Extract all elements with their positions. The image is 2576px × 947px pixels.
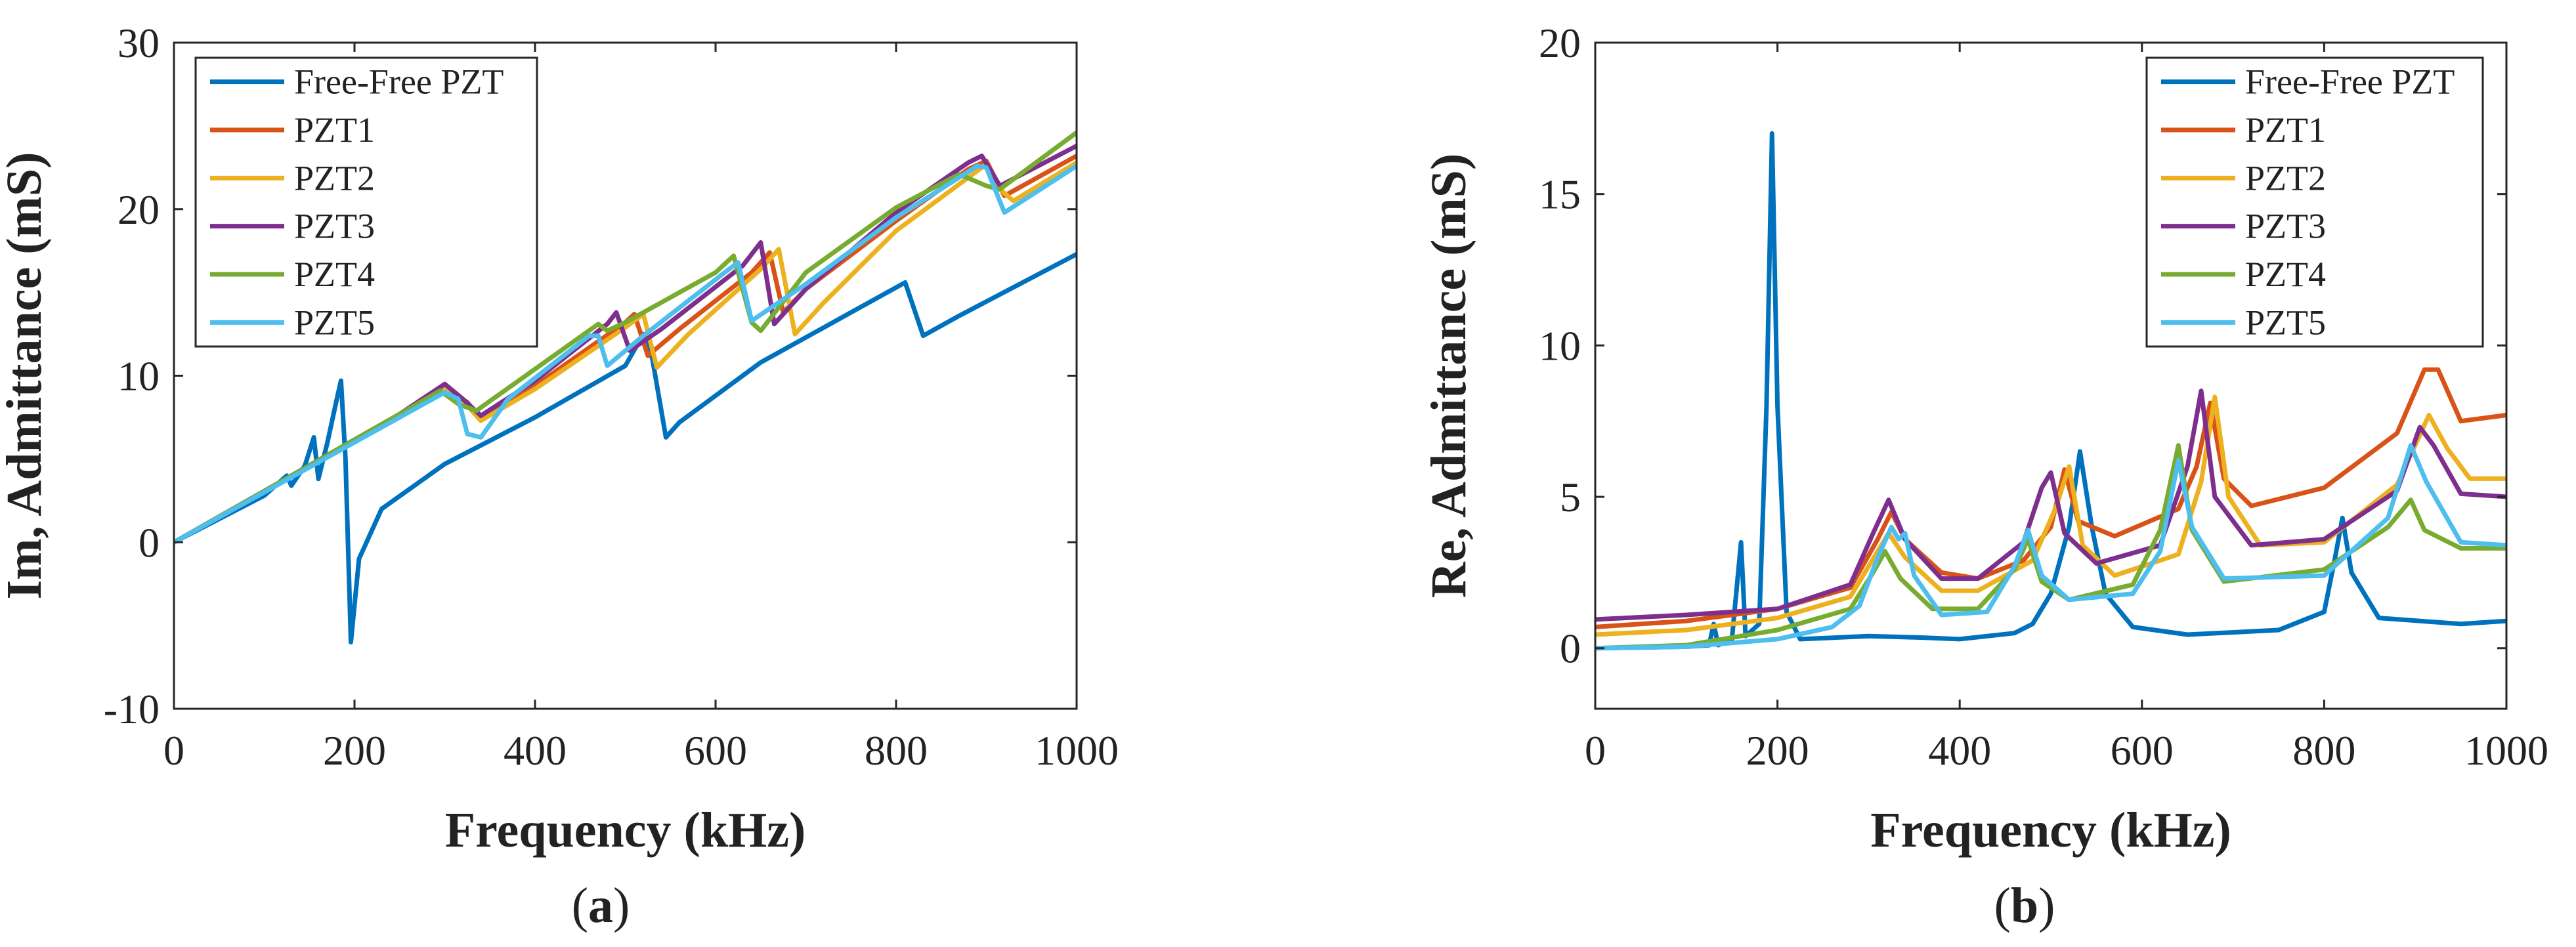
chart-b-x-tick-label: 600 <box>2111 727 2174 774</box>
chart-b-series-group <box>1595 131 2506 651</box>
chart-b-x-tick-label: 0 <box>1585 727 1606 774</box>
panel-label-b-open: ( <box>1994 878 2011 933</box>
chart-b-series-line-5 <box>1595 443 2506 651</box>
chart-a-y-tick-label: 30 <box>118 20 160 66</box>
chart-a-y-tick-label: -10 <box>104 686 160 732</box>
chart-a-y-tick-label: 0 <box>139 519 160 566</box>
chart-b-y-axis-label: Re, Admittance (mS) <box>1421 154 1476 599</box>
chart-a-legend-label-4: PZT4 <box>294 255 375 294</box>
chart-a-legend-label-2: PZT2 <box>294 158 375 198</box>
chart-b-x-tick-label: 400 <box>1928 727 1991 774</box>
chart-b-legend: Free-Free PZT PZT1 PZT2 PZT3 PZT4 PZT5 <box>2145 56 2484 348</box>
chart-b-legend-label-5: PZT5 <box>2245 303 2326 342</box>
chart-b-x-tick-label: 200 <box>1746 727 1809 774</box>
chart-b-y-tick-label: 0 <box>1560 625 1581 672</box>
chart-a-x-tick-label: 600 <box>684 727 747 774</box>
chart-a-legend-label-1: PZT1 <box>294 110 375 150</box>
panel-label-a: (a) <box>572 878 630 933</box>
chart-a-x-tick-label: 0 <box>163 727 184 774</box>
panel-label-b: (b) <box>1994 878 2055 933</box>
chart-b-series-line-0 <box>1595 131 2506 651</box>
chart-b-y-tick-label: 15 <box>1539 171 1581 218</box>
chart-a-x-tick-label: 200 <box>323 727 386 774</box>
chart-a-x-tick-label: 800 <box>865 727 928 774</box>
chart-b-x-tick-label: 800 <box>2292 727 2355 774</box>
chart-a-series-line-0 <box>174 252 1077 644</box>
chart-b-axes-box <box>1594 41 2508 710</box>
chart-a-legend-label-0: Free-Free PZT <box>294 62 504 102</box>
chart-a-x-axis-label: Frequency (kHz) <box>445 803 806 858</box>
panel-label-a-open: ( <box>572 878 588 933</box>
chart-b-y-tick-label: 20 <box>1539 20 1581 66</box>
chart-a-legend-label-5: PZT5 <box>294 303 375 342</box>
chart-b-legend-label-1: PZT1 <box>2245 110 2326 150</box>
chart-a-x-tick-label: 1000 <box>1035 727 1119 774</box>
chart-b-legend-label-4: PZT4 <box>2245 255 2326 294</box>
panel-label-a-letter: a <box>588 878 613 933</box>
chart-a-x-tick-label: 400 <box>504 727 567 774</box>
chart-panel-b: 0 200 400 600 800 1000 0 5 10 15 20 Frequency (kHz)… <box>1421 20 2548 858</box>
chart-b-legend-label-3: PZT3 <box>2245 207 2326 246</box>
chart-a-y-axis-label: Im, Admittance (mS) <box>0 152 52 600</box>
chart-a-series-group <box>174 131 1077 644</box>
chart-b-y-tick-label: 5 <box>1560 474 1581 520</box>
chart-a-series-line-3 <box>174 144 1077 545</box>
chart-b-legend-label-0: Free-Free PZT <box>2245 62 2455 102</box>
panel-label-b-letter: b <box>2011 878 2038 933</box>
panel-label-b-close: ) <box>2038 878 2055 933</box>
chart-a-legend-box <box>194 56 538 348</box>
chart-b-x-axis-label: Frequency (kHz) <box>1870 803 2231 858</box>
panel-label-a-close: ) <box>613 878 630 933</box>
chart-b-y-tick-label: 10 <box>1539 322 1581 369</box>
chart-b-legend-label-2: PZT2 <box>2245 158 2326 198</box>
chart-b-x-tick-label: 1000 <box>2464 727 2548 774</box>
chart-a-y-tick-label: 10 <box>118 353 160 400</box>
chart-a-series-line-5 <box>174 163 1077 545</box>
chart-a-y-tick-label: 20 <box>118 186 160 233</box>
chart-a-legend-label-3: PZT3 <box>294 207 375 246</box>
chart-a-legend: Free-Free PZT PZT1 PZT2 PZT3 PZT4 PZT5 <box>194 56 538 348</box>
chart-b-legend-box <box>2145 56 2484 348</box>
